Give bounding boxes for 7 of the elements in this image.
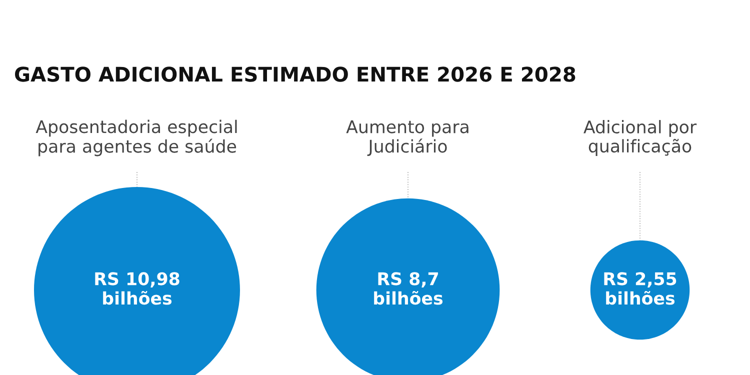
data-label: RS 2,55 bilhões (604, 272, 676, 305)
data-label: RS 10,98 bilhões (95, 272, 180, 305)
category-label: Aposentadoria especial para agentes de saúde (36, 120, 237, 156)
text: GASTO ADICIONAL ESTIMADO ENTRE 2026 E 2028 (15, 66, 576, 82)
category-label: Aumento para Judiciário (346, 120, 468, 156)
category-label: Adicional por qualificação (584, 120, 697, 156)
data-label: RS 8,7 bilhões (374, 272, 443, 305)
